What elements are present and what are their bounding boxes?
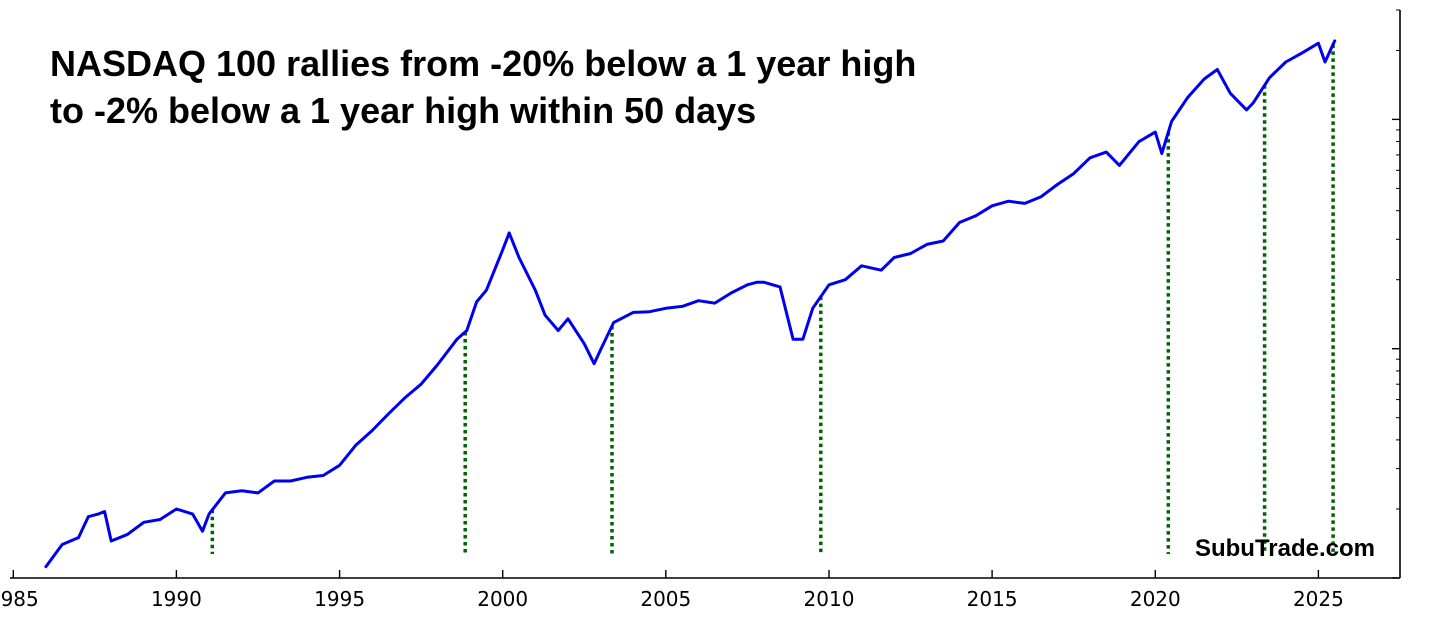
x-tick-label-2020: 2020 [1130,587,1181,611]
x-axis-ticks: 1985 1990 1995 2000 2005 2010 2015 2020 2025 [0,570,1344,611]
x-tick-label-2015: 2015 [967,587,1018,611]
chart-title-line-1: NASDAQ 100 rallies from -20% below a 1 y… [50,43,916,84]
x-tick-label-2025: 2025 [1293,587,1344,611]
x-tick-label-1995: 1995 [314,587,365,611]
series-line-nasdaq-100 [44,39,1337,569]
x-tick-label-2000: 2000 [477,587,528,611]
x-tick-label-2005: 2005 [640,587,691,611]
x-tick-label-1985: 1985 [0,587,39,611]
signal-lines [210,44,1335,554]
chart-title-line-2: to -2% below a 1 year high within 50 day… [50,90,756,131]
x-tick-label-1990: 1990 [151,587,202,611]
y-axis-ticks [1392,9,1400,579]
x-tick-label-2010: 2010 [804,587,855,611]
watermark: SubuTrade.com [1195,535,1375,562]
